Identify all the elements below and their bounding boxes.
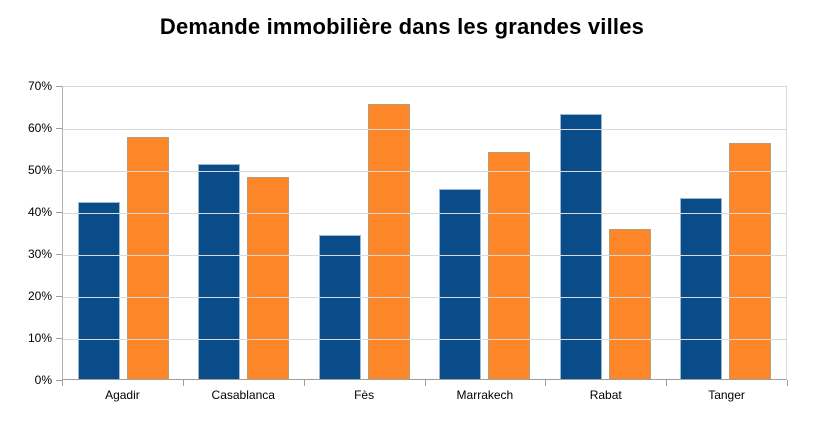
- bar-series-orange: [729, 143, 772, 379]
- bar-series-orange: [608, 228, 651, 379]
- y-axis-tick: [56, 170, 62, 171]
- bar-series-blue: [77, 201, 120, 379]
- x-axis-tick: [545, 380, 546, 386]
- y-tick-label: 0%: [34, 373, 52, 387]
- x-axis-label: Fès: [354, 388, 375, 402]
- y-axis-tick: [56, 380, 62, 381]
- x-axis-tick: [62, 380, 63, 386]
- y-axis-tick: [56, 338, 62, 339]
- category-group-fes: [304, 87, 425, 379]
- y-tick-label: 10%: [27, 331, 52, 345]
- bar-series-blue: [198, 164, 241, 379]
- y-tick-label: 20%: [27, 289, 52, 303]
- x-axis-labels: Agadir Casablanca Fès Marrakech Rabat Tanger: [62, 388, 787, 402]
- bar-series-orange: [247, 176, 290, 379]
- gridline: [63, 129, 786, 130]
- x-axis-label: Casablanca: [211, 388, 275, 402]
- bar-series-blue: [559, 114, 602, 379]
- y-tick-label: 40%: [27, 205, 52, 219]
- y-axis-tick: [56, 296, 62, 297]
- x-axis-label: Tanger: [708, 388, 745, 402]
- plot-area: [62, 86, 787, 380]
- bar-series-orange: [488, 151, 531, 379]
- y-tick-label: 70%: [27, 79, 52, 93]
- x-axis-tick: [183, 380, 184, 386]
- bar-groups-container: [63, 87, 786, 379]
- gridline: [63, 255, 786, 256]
- chart-title: Demande immobilière dans les grandes vil…: [159, 14, 645, 39]
- x-axis-tick: [787, 380, 788, 386]
- y-tick-label: 30%: [27, 247, 52, 261]
- bar-series-blue: [439, 189, 482, 379]
- x-axis-label: Agadir: [105, 388, 140, 402]
- gridline: [63, 213, 786, 214]
- y-axis-tick: [56, 86, 62, 87]
- category-group-casablanca: [184, 87, 305, 379]
- category-group-tanger: [666, 87, 787, 379]
- y-tick-label: 50%: [27, 163, 52, 177]
- y-axis-tick: [56, 212, 62, 213]
- y-tick-label: 60%: [27, 121, 52, 135]
- category-group-agadir: [63, 87, 184, 379]
- x-axis-tick: [304, 380, 305, 386]
- bar-series-blue: [318, 235, 361, 379]
- bar-series-blue: [680, 197, 723, 379]
- gridline: [63, 297, 786, 298]
- gridline: [63, 339, 786, 340]
- bar-series-orange: [126, 137, 169, 379]
- y-axis-tick: [56, 128, 62, 129]
- x-axis-tick: [666, 380, 667, 386]
- category-group-rabat: [545, 87, 666, 379]
- x-axis-label: Marrakech: [456, 388, 514, 402]
- bar-series-orange: [367, 103, 410, 379]
- y-axis-tick: [56, 254, 62, 255]
- gridline: [63, 171, 786, 172]
- x-axis-label: Rabat: [589, 388, 622, 402]
- category-group-marrakech: [425, 87, 546, 379]
- x-axis-tick: [425, 380, 426, 386]
